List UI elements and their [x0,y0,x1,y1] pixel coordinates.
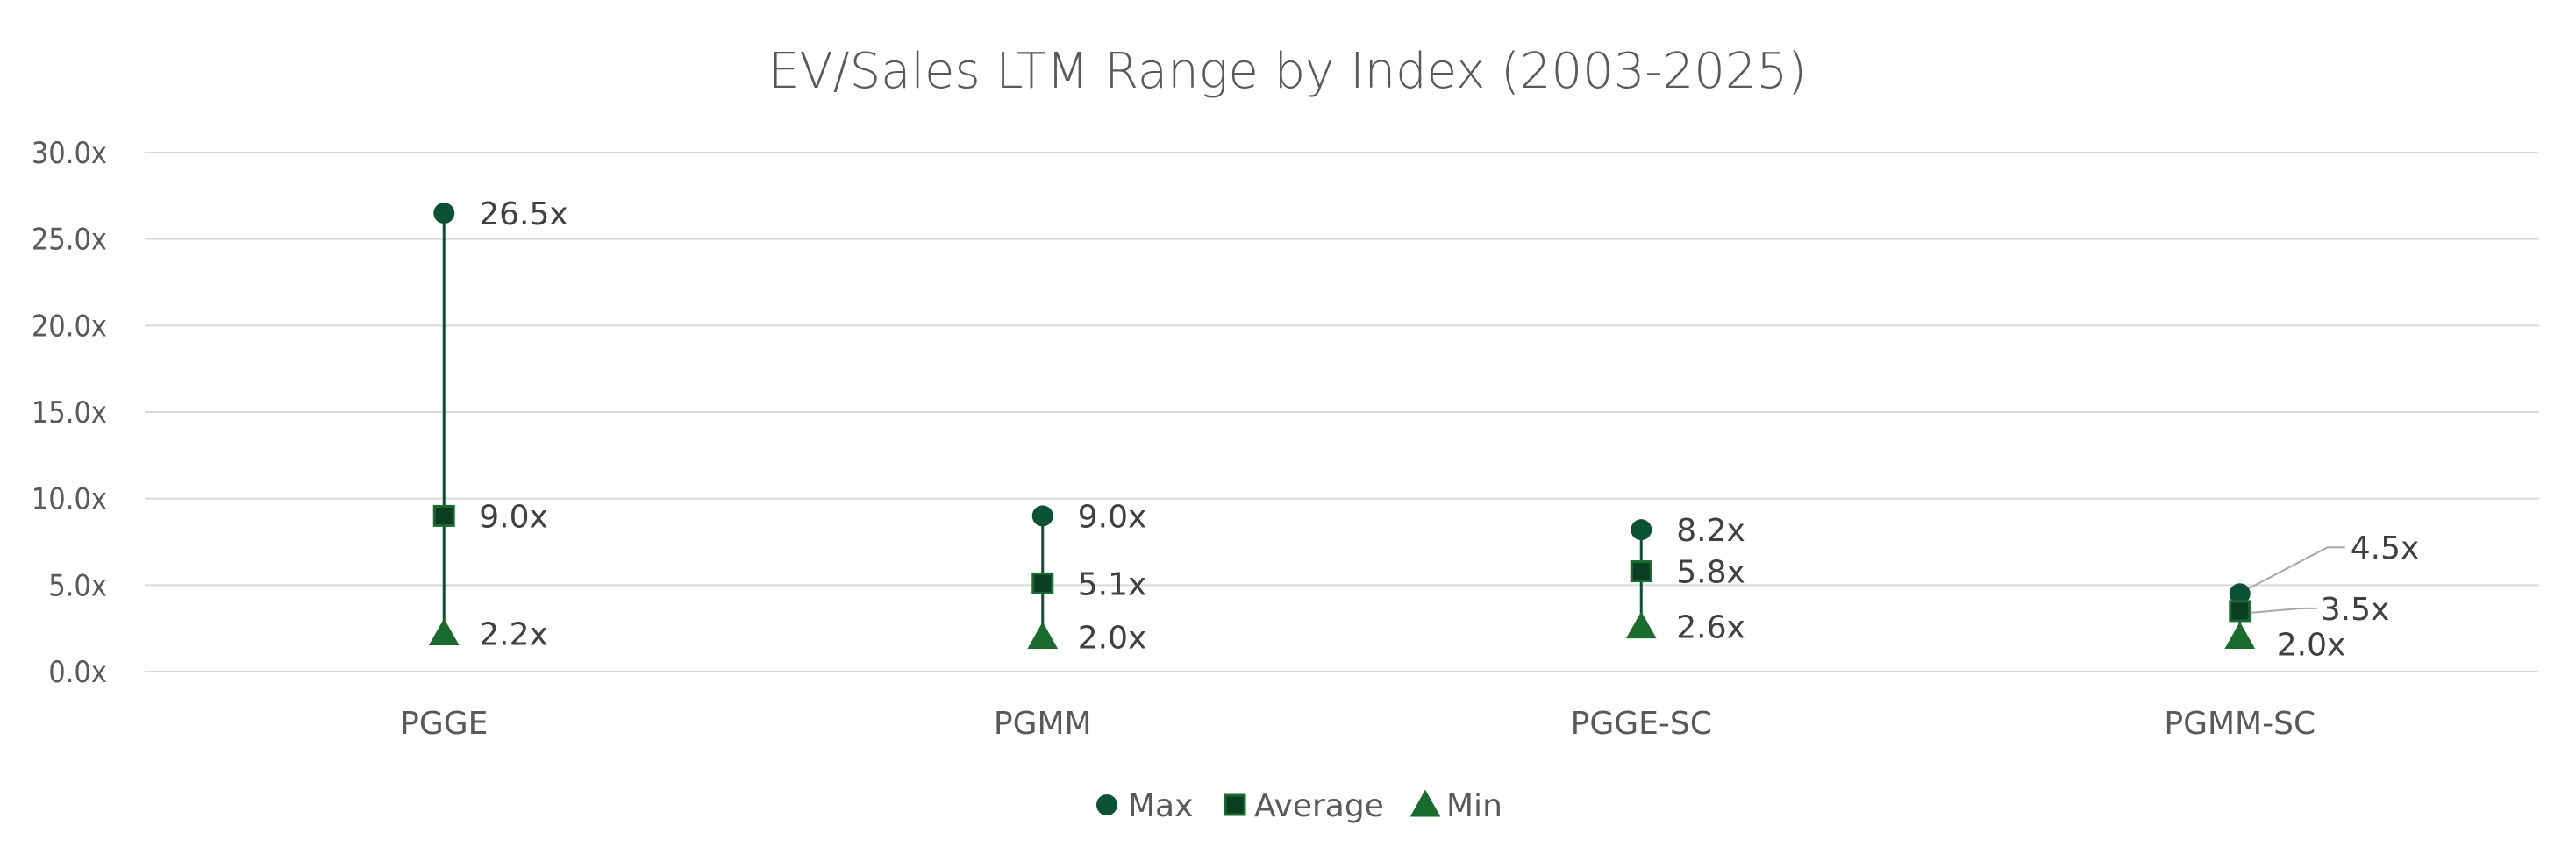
markers [428,203,2256,649]
legend-max-label: Max [1128,788,1193,824]
y-tick-label: 10.0x [32,482,107,517]
legend-max-marker [1096,794,1117,815]
average-data-label: 9.0x [479,499,548,535]
y-tick-label: 5.0x [48,568,107,603]
max-marker [1031,505,1053,527]
grid-layer [145,152,2539,672]
category-label: PGGE-SC [1571,706,1712,742]
max-marker [433,203,455,224]
min-data-label: 2.2x [479,617,548,653]
min-data-label: 2.0x [1078,621,1147,657]
min-marker [2224,622,2256,649]
category-label: PGGE [400,706,488,742]
min-marker [1625,611,1657,639]
y-tick-label: 15.0x [32,395,107,430]
max-data-label: 26.5x [479,196,567,232]
average-marker [2229,600,2251,623]
range-lines [442,213,2242,637]
min-data-label: 2.0x [2277,628,2346,664]
min-marker [1027,622,1059,649]
y-tick-label: 25.0x [32,223,107,258]
average-leader-line [2250,607,2317,614]
max-data-label: 8.2x [1676,513,1745,549]
category-label: PGMM [994,706,1092,742]
average-data-label: 5.1x [1078,566,1147,602]
y-tick-label: 30.0x [32,136,107,171]
average-marker [1630,560,1652,583]
max-marker [1631,519,1652,541]
x-axis-categories: PGGE PGMM PGGE-SC PGMM-SC [400,706,2316,742]
max-leader-line [2248,546,2345,590]
legend-average-marker [1224,793,1246,816]
max-data-label: 4.5x [2351,530,2420,566]
min-marker [428,618,460,646]
chart-title: EV/Sales LTM Range by Index (2003-2025) [768,43,1807,100]
max-marker [2229,583,2251,605]
y-tick-label: 20.0x [32,309,107,344]
max-data-label: 9.0x [1078,499,1147,535]
average-marker [1031,572,1054,594]
average-marker [432,504,455,527]
legend: Max Average Min [1096,788,1502,824]
min-data-label: 2.6x [1676,610,1745,646]
y-axis-ticks: 0.0x 5.0x 10.0x 15.0x 20.0x 25.0x 30.0x [32,136,107,690]
y-tick-label: 0.0x [48,655,107,690]
legend-min-label: Min [1446,788,1502,824]
category-label: PGMM-SC [2164,706,2316,742]
data-labels: 26.5x 9.0x 2.2x 9.0x 5.1x 2.0x 8.2x 5.8x 2.6x 4.5… [479,196,2419,663]
average-data-label: 3.5x [2321,592,2390,628]
legend-average-label: Average [1254,788,1384,824]
legend-min-marker [1409,789,1441,817]
average-data-label: 5.8x [1676,555,1745,591]
